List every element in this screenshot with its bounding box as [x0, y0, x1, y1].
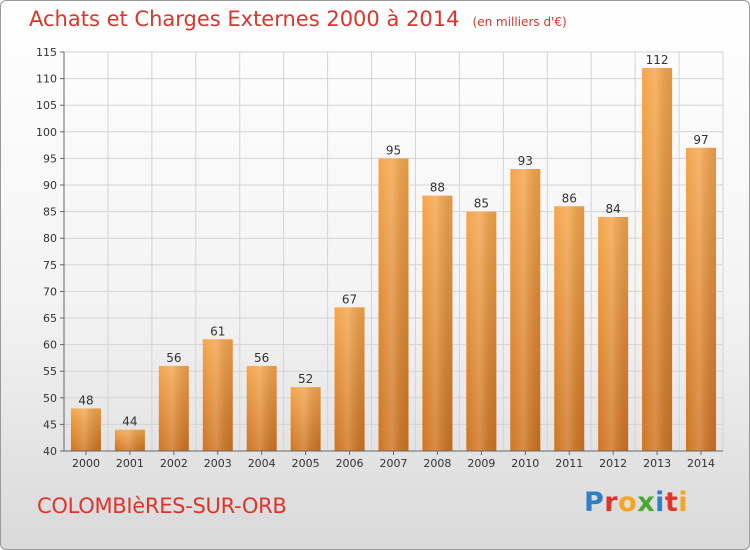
- bar-shine: [246, 365, 277, 451]
- bar-shine: [202, 339, 233, 451]
- y-tick-label: 40: [43, 445, 57, 458]
- x-tick-label: 2014: [687, 457, 715, 470]
- data-label: 52: [298, 372, 313, 386]
- data-label: 56: [254, 351, 269, 365]
- title-row: Achats et Charges Externes 2000 à 2014 (…: [29, 7, 567, 31]
- y-tick-label: 110: [36, 73, 57, 86]
- x-tick-label: 2003: [204, 457, 232, 470]
- commune-name: COLOMBIèRES-SUR-ORB: [37, 494, 287, 518]
- data-label: 44: [122, 415, 137, 429]
- y-tick-label: 115: [36, 46, 57, 59]
- brand-letter: r: [604, 487, 619, 518]
- bar-shine: [334, 307, 365, 451]
- brand-letter: i: [678, 487, 689, 518]
- x-tick-label: 2004: [248, 457, 276, 470]
- bar-shine: [554, 206, 585, 451]
- data-label: 93: [518, 154, 533, 168]
- brand-letter: t: [664, 487, 679, 518]
- y-tick-label: 70: [43, 285, 57, 298]
- x-tick-label: 2009: [467, 457, 495, 470]
- y-tick-label: 80: [43, 232, 57, 245]
- y-tick-label: 90: [43, 179, 57, 192]
- chart-subtitle: (en milliers d'€): [472, 15, 567, 29]
- x-tick-label: 2013: [643, 457, 671, 470]
- bar-shine: [466, 211, 497, 451]
- y-tick-label: 100: [36, 126, 57, 139]
- bar-shine: [422, 195, 453, 451]
- y-tick-label: 105: [36, 99, 57, 112]
- data-label: 112: [646, 53, 669, 67]
- bar-shine: [510, 169, 541, 452]
- y-tick-label: 50: [43, 392, 57, 405]
- bar-shine: [114, 429, 145, 451]
- y-tick-label: 60: [43, 339, 57, 352]
- bar-shine: [70, 408, 101, 451]
- x-tick-label: 2006: [336, 457, 364, 470]
- x-tick-label: 2007: [380, 457, 408, 470]
- x-tick-label: 2012: [599, 457, 627, 470]
- data-label: 67: [342, 292, 357, 306]
- y-tick-label: 55: [43, 365, 57, 378]
- bar-shine: [642, 67, 673, 452]
- brand-letter: x: [637, 487, 656, 518]
- data-label: 97: [693, 133, 708, 147]
- x-tick-label: 2001: [116, 457, 144, 470]
- x-tick-label: 2008: [423, 457, 451, 470]
- y-tick-label: 75: [43, 259, 57, 272]
- data-label: 84: [606, 202, 621, 216]
- data-label: 86: [562, 191, 577, 205]
- y-tick-label: 65: [43, 312, 57, 325]
- x-tick-label: 2010: [511, 457, 539, 470]
- bar-shine: [686, 147, 717, 451]
- data-label: 85: [474, 197, 489, 211]
- x-tick-label: 2002: [160, 457, 188, 470]
- data-label: 48: [78, 393, 93, 407]
- brand-letter: o: [618, 487, 638, 518]
- bar-shine: [290, 387, 321, 451]
- data-label: 88: [430, 181, 445, 195]
- y-tick-label: 45: [43, 418, 57, 431]
- x-tick-label: 2005: [292, 457, 320, 470]
- brand-logo: Proxiti: [584, 487, 688, 518]
- bar-shine: [378, 158, 409, 451]
- y-tick-label: 85: [43, 206, 57, 219]
- bar-shine: [158, 365, 189, 451]
- y-tick-label: 95: [43, 152, 57, 165]
- data-label: 56: [166, 351, 181, 365]
- brand-letter: P: [584, 487, 605, 518]
- chart-title: Achats et Charges Externes 2000 à 2014: [29, 7, 460, 31]
- x-tick-label: 2011: [555, 457, 583, 470]
- bar-shine: [598, 216, 629, 451]
- x-tick-label: 2000: [72, 457, 100, 470]
- data-label: 95: [386, 143, 401, 157]
- brand-letter: i: [655, 487, 665, 518]
- data-label: 61: [210, 324, 225, 338]
